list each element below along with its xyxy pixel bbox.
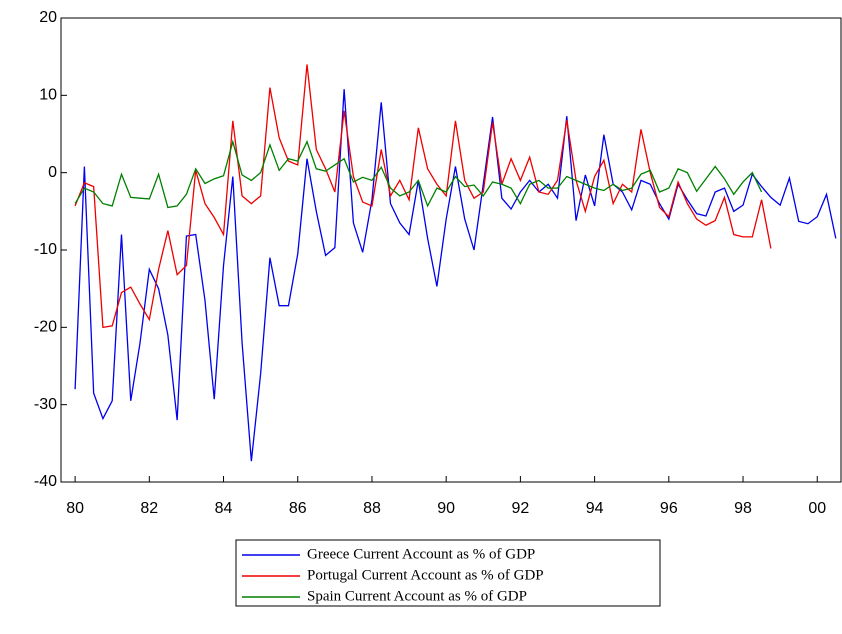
- y-tick-label: -20: [34, 319, 57, 336]
- x-tick-label: 90: [437, 500, 455, 517]
- y-tick-label: 10: [39, 87, 57, 104]
- series-line: [74, 89, 837, 462]
- legend-label: Greece Current Account as % of GDP: [307, 546, 535, 562]
- y-tick-label: -10: [34, 241, 57, 258]
- x-tick-label: 86: [289, 500, 307, 517]
- x-tick-label: 00: [808, 500, 826, 517]
- x-tick-label: 82: [140, 500, 158, 517]
- x-tick-label: 96: [660, 500, 678, 517]
- series-line: [74, 64, 772, 329]
- legend-label: Portugal Current Account as % of GDP: [307, 567, 544, 583]
- x-tick-label: 88: [363, 500, 381, 517]
- x-tick-label: 92: [511, 500, 529, 517]
- legend-label: Spain Current Account as % of GDP: [307, 588, 527, 604]
- y-tick-label: -30: [34, 396, 57, 413]
- x-tick-label: 84: [215, 500, 233, 517]
- y-tick-label: 20: [39, 9, 57, 26]
- x-tick-label: 80: [66, 500, 84, 517]
- series-line: [74, 139, 763, 209]
- x-tick-label: 94: [586, 500, 604, 517]
- y-tick-label: -40: [34, 473, 57, 490]
- y-tick-label: 0: [48, 164, 57, 181]
- legend-box: [235, 539, 661, 607]
- x-tick-label: 98: [734, 500, 752, 517]
